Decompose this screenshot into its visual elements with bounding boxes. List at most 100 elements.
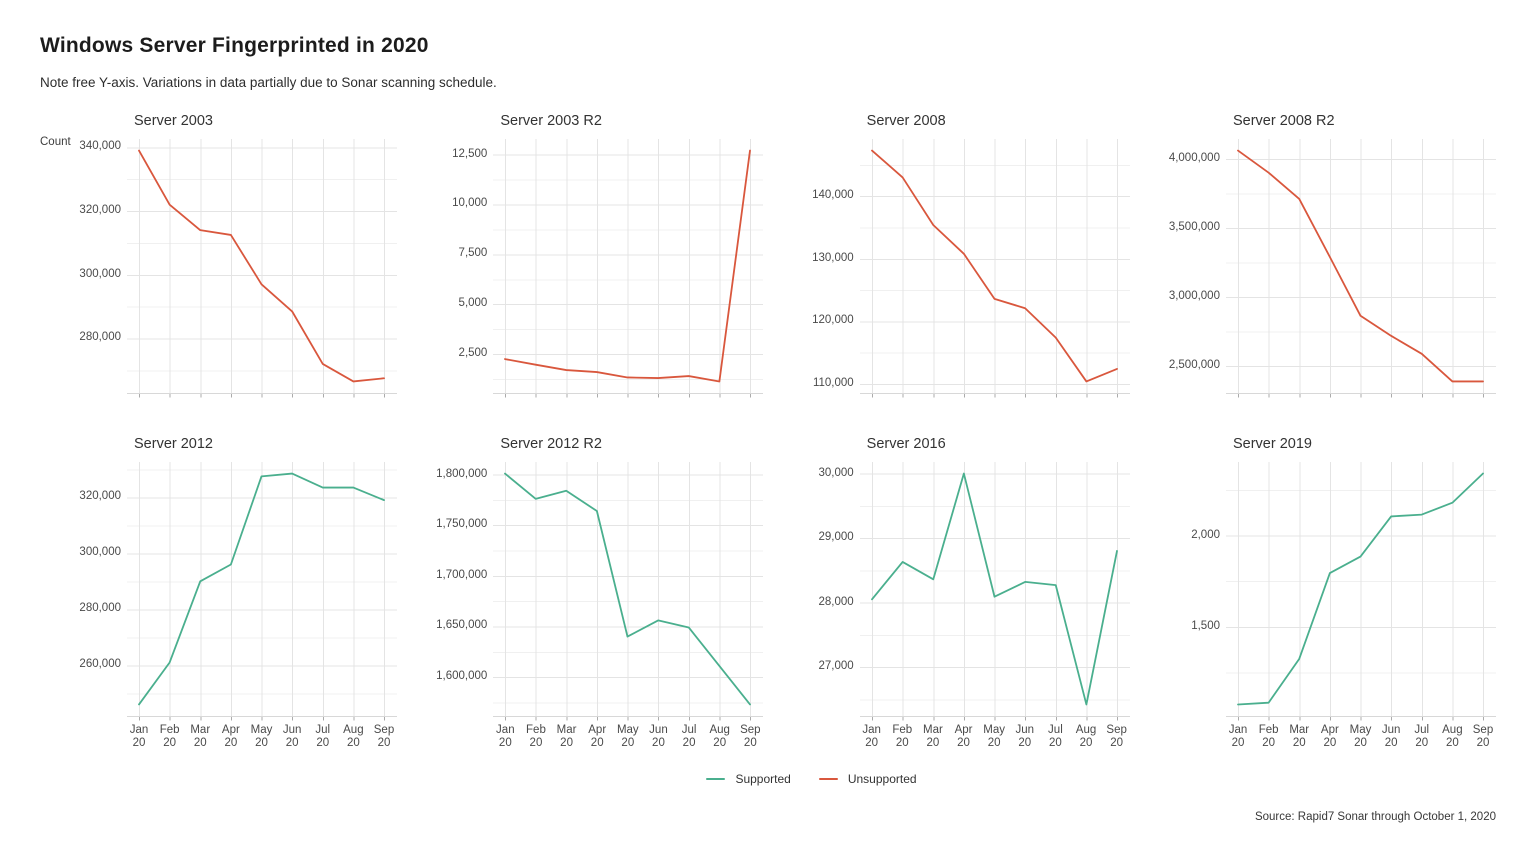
x-tick-label: May 20: [250, 724, 273, 749]
y-tick-label: 12,500: [452, 147, 488, 160]
facet-title: Server 2008: [866, 113, 946, 129]
y-tick-label: 300,000: [79, 267, 121, 280]
x-tick-label: Jan 20: [129, 724, 149, 749]
facet-server-2016: Server 2016 27,000 28,000 29,000 30,000 Jan 20…: [770, 436, 1130, 758]
facet-plot: [1225, 139, 1496, 398]
x-tick-label: Feb 20: [892, 724, 913, 749]
legend-label-unsupported: Unsupported: [847, 772, 917, 786]
y-tick-label: 1,750,000: [436, 518, 488, 531]
legend-item-supported: Supported: [706, 772, 791, 786]
facet-server-2008-r2: Server 2008 R2 2,500,000 3,000,000 3,500,00…: [1136, 113, 1496, 401]
facet-title: Server 2016: [866, 436, 946, 452]
y-tick-label: 1,600,000: [436, 670, 488, 683]
facet-server-2003-r2: Server 2003 R2 2,500 5,000 7,500 10,000 12,50…: [403, 113, 764, 401]
y-tick-label: 4,000,000: [1168, 151, 1220, 164]
x-tick-label: Aug 20: [1442, 724, 1463, 749]
y-tick-label: 1,800,000: [436, 467, 488, 480]
x-tick-label: Apr 20: [954, 724, 973, 749]
x-tick-label: Feb 20: [159, 724, 180, 749]
facet-plot: [1225, 462, 1496, 721]
y-tick-label: 2,500: [458, 347, 488, 360]
facet-server-2019: Server 2019 1,500 2,000 Jan 20 Feb 20 Mar 20 Apr 2…: [1136, 436, 1496, 758]
x-tick-label: Jan 20: [496, 724, 515, 749]
y-tick-label: 260,000: [79, 658, 121, 671]
facet-plot: [859, 462, 1130, 721]
y-tick-label: 320,000: [79, 490, 121, 503]
x-tick-label: Jan 20: [1228, 724, 1248, 749]
x-tick-label: Mar 20: [1289, 724, 1310, 749]
facet-title: Server 2019: [1232, 436, 1312, 452]
legend-swatch-supported-icon: [706, 778, 726, 780]
y-tick-label: 29,000: [818, 531, 854, 544]
facet-plot: [493, 139, 764, 398]
x-tick-label: Sep 20: [1472, 724, 1494, 749]
facet-plot: [859, 139, 1130, 398]
x-tick-label: Mar 20: [923, 724, 943, 749]
x-tick-label: Apr 20: [1320, 724, 1339, 749]
x-tick-label: Apr 20: [588, 724, 607, 749]
x-tick-label: Feb 20: [526, 724, 546, 749]
y-tick-label: 10,000: [452, 197, 488, 210]
source-note: Source: Rapid7 Sonar through October 1, …: [1254, 811, 1496, 823]
x-tick-label: Sep 20: [740, 724, 761, 749]
legend-label-supported: Supported: [735, 772, 791, 786]
y-tick-label: 1,650,000: [436, 619, 488, 632]
legend-swatch-unsupported-icon: [818, 778, 838, 780]
y-tick-label: 280,000: [79, 602, 121, 615]
x-tick-label: Jun 20: [1381, 724, 1401, 749]
y-tick-label: 280,000: [79, 331, 121, 344]
facet-plot: [493, 462, 764, 721]
x-tick-label: Feb 20: [1258, 724, 1279, 749]
x-tick-label: May 20: [983, 724, 1006, 749]
y-tick-label: 3,000,000: [1168, 290, 1220, 303]
y-tick-label: 1,500: [1191, 619, 1220, 632]
series-line-unsupported: [504, 149, 752, 383]
x-tick-label: May 20: [616, 724, 639, 749]
y-tick-label: 140,000: [812, 189, 854, 202]
x-tick-label: Aug 20: [709, 724, 730, 749]
facet-title: Server 2012 R2: [500, 436, 602, 452]
facet-plot: [127, 462, 397, 721]
series-line-unsupported: [870, 149, 1118, 383]
legend: Supported Unsupported: [127, 772, 1496, 786]
x-tick-label: Jan 20: [862, 724, 881, 749]
facet-title: Server 2003: [134, 113, 213, 129]
x-tick-label: Jun 20: [1015, 724, 1035, 749]
y-tick-label: 3,500,000: [1168, 220, 1220, 233]
x-tick-label: Sep 20: [373, 724, 395, 749]
x-tick-label: Jul 20: [1048, 724, 1063, 749]
series-line-supported: [138, 472, 385, 706]
y-tick-label: 2,500,000: [1168, 359, 1220, 372]
y-tick-label: 110,000: [812, 376, 854, 389]
y-tick-label: 130,000: [812, 251, 854, 264]
series-line-supported: [870, 472, 1118, 706]
y-tick-label: 1,700,000: [436, 568, 488, 581]
legend-item-unsupported: Unsupported: [818, 772, 917, 786]
facet-plot: [127, 139, 397, 398]
x-tick-label: Aug 20: [1075, 724, 1097, 749]
y-tick-label: 27,000: [818, 660, 854, 673]
x-tick-label: Sep 20: [1106, 724, 1127, 749]
y-tick-label: 7,500: [458, 247, 488, 260]
y-tick-label: 2,000: [1191, 528, 1220, 541]
series-line-supported: [504, 472, 752, 706]
facet-server-2012-r2: Server 2012 R2 1,600,000 1,650,000 1,700,00…: [403, 436, 764, 758]
facet-title: Server 2003 R2: [500, 113, 602, 129]
x-tick-label: Jul 20: [315, 724, 331, 749]
facet-title: Server 2012: [134, 436, 213, 452]
y-axis-title: Count: [40, 136, 71, 148]
y-tick-label: 340,000: [79, 140, 121, 153]
x-tick-label: Mar 20: [556, 724, 577, 749]
y-tick-label: 320,000: [79, 204, 121, 217]
x-tick-label: Jul 20: [681, 724, 697, 749]
x-tick-label: May 20: [1349, 724, 1372, 749]
x-tick-label: Jun 20: [282, 724, 302, 749]
x-tick-label: Jun 20: [649, 724, 668, 749]
facet-server-2012: Server 2012 260,000 280,000 300,000 320,000 J…: [37, 436, 397, 758]
page-subtitle: Note free Y-axis. Variations in data par…: [40, 75, 497, 90]
y-tick-label: 5,000: [458, 297, 488, 310]
x-tick-label: Jul 20: [1414, 724, 1430, 749]
x-tick-label: Apr 20: [221, 724, 240, 749]
facet-server-2003: Server 2003 280,000 300,000 320,000 340,000: [37, 113, 397, 401]
